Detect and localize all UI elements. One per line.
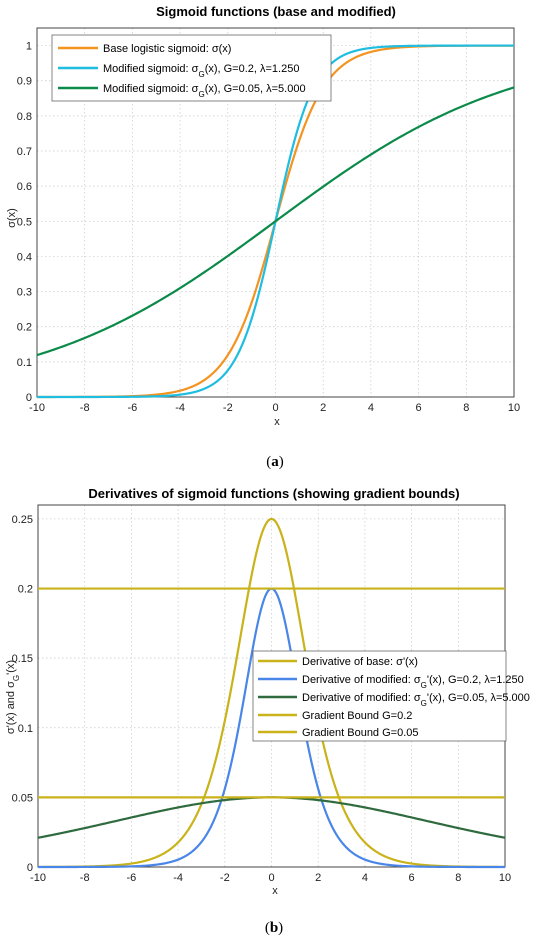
chart-b-title: Derivatives of sigmoid functions (showin… (88, 486, 459, 501)
chart-b-x-tick-label: 8 (455, 872, 461, 884)
chart-a-x-tick-label: -6 (128, 402, 138, 414)
chart-a-x-tick-label: 4 (368, 402, 374, 414)
chart-b-x-tick-label: -8 (80, 872, 90, 884)
caption-b: (b) (265, 920, 283, 936)
chart-a-x-tick-label: 10 (508, 402, 520, 414)
chart-a-plot-frame (36, 27, 515, 398)
chart-b-legend-label-1: Derivative of base: σ'(x) (302, 656, 418, 668)
chart-a-y-tick-label: 0.7 (17, 146, 32, 158)
chart-a-y-tick-label: 0.3 (17, 287, 32, 299)
chart-b-y-tick-label: 0.25 (12, 514, 33, 526)
chart-b-y-tick-label: 0 (27, 862, 33, 874)
chart-a-y-tick-label: 1 (26, 41, 32, 53)
chart-b-legend-label-5: Gradient Bound G=0.05 (302, 727, 419, 739)
chart-b-y-tick-label: 0.15 (12, 653, 33, 665)
chart-b-x-tick-label: -4 (173, 872, 183, 884)
chart-a-y-tick-label: 0.9 (17, 76, 32, 88)
chart-a-y-tick-label: 0 (26, 392, 32, 404)
chart-b-y-tick-label: 0.05 (12, 792, 33, 804)
chart-a-y-tick-label: 0.8 (17, 111, 32, 123)
chart-b-x-tick-label: 2 (315, 872, 321, 884)
chart-a-series (36, 44, 515, 399)
chart-b-legend-box (252, 650, 507, 742)
chart-a-legend-label-1: Base logistic sigmoid: σ(x) (103, 43, 231, 55)
chart-b-ticks: -10 -8 -6 -4 -2 0 2 4 6 8 10 0 0.05 0.1 0.15 0.2 0.25 (12, 514, 512, 884)
chart-b: Derivatives of sigmoid functions (showin… (5, 486, 530, 897)
chart-b-x-tick-label: -2 (220, 872, 230, 884)
chart-b-x-tick-label: 4 (362, 872, 368, 884)
chart-a-y-tick-label: 0.5 (17, 216, 32, 228)
chart-a-y-tick-label: 0.4 (17, 251, 32, 263)
chart-a-legend-box (51, 34, 332, 102)
chart-a-ticks: -10 -8 -6 -4 -2 0 2 4 6 8 10 0 0.1 0.2 0.3 0.4 0.5 0.6 0.7… (17, 41, 520, 414)
chart-b-x-tick-label: 10 (499, 872, 511, 884)
chart-a-legend: Base logistic sigmoid: σ(x) Modified sig… (51, 34, 332, 102)
chart-a-y-tick-label: 0.1 (17, 357, 32, 369)
chart-a-y-axis-label: σ(x) (6, 208, 18, 228)
chart-b-x-tick-label: -6 (127, 872, 137, 884)
chart-a-legend-label-3: Modified sigmoid: σG(x), G=0.05, λ=5.000 (103, 83, 306, 99)
chart-b-x-axis-label: x (272, 885, 278, 897)
chart-b-x-tick-label: 0 (268, 872, 274, 884)
chart-a-x-tick-label: 6 (416, 402, 422, 414)
chart-a-x-tick-label: 2 (320, 402, 326, 414)
chart-a-x-tick-label: 8 (463, 402, 469, 414)
chart-a-title: Sigmoid functions (base and modified) (156, 4, 396, 19)
chart-a: Sigmoid functions (base and modified) -1… (6, 4, 520, 428)
chart-b-legend-label-4: Gradient Bound G=0.2 (302, 710, 412, 722)
chart-b-legend: Derivative of base: σ'(x) Derivative of … (252, 650, 530, 742)
chart-a-y-tick-label: 0.6 (17, 181, 32, 193)
chart-a-legend-label-2: Modified sigmoid: σG(x), G=0.2, λ=1.250 (103, 63, 299, 79)
chart-a-x-tick-label: -4 (175, 402, 185, 414)
chart-a-x-tick-label: -2 (223, 402, 233, 414)
chart-b-series-1-line (37, 517, 506, 869)
chart-b-y-tick-label: 0.2 (18, 584, 33, 596)
chart-b-legend-label-2: Derivative of modified: σG'(x), G=0.2, λ… (302, 674, 524, 690)
chart-b-series (37, 517, 506, 869)
chart-a-y-tick-label: 0.2 (17, 322, 32, 334)
chart-a-x-tick-label: 0 (272, 402, 278, 414)
caption-a: (a) (266, 454, 284, 470)
chart-b-x-tick-label: 6 (409, 872, 415, 884)
chart-a-x-axis-label: x (274, 416, 280, 428)
chart-b-y-tick-label: 0.1 (18, 723, 33, 735)
chart-b-legend-label-3: Derivative of modified: σG'(x), G=0.05, … (302, 692, 530, 708)
chart-a-x-tick-label: -8 (80, 402, 90, 414)
chart-a-series-3-line (36, 86, 515, 357)
chart-b-x-tick-label: -10 (30, 872, 46, 884)
chart-a-x-tick-label: -10 (29, 402, 45, 414)
